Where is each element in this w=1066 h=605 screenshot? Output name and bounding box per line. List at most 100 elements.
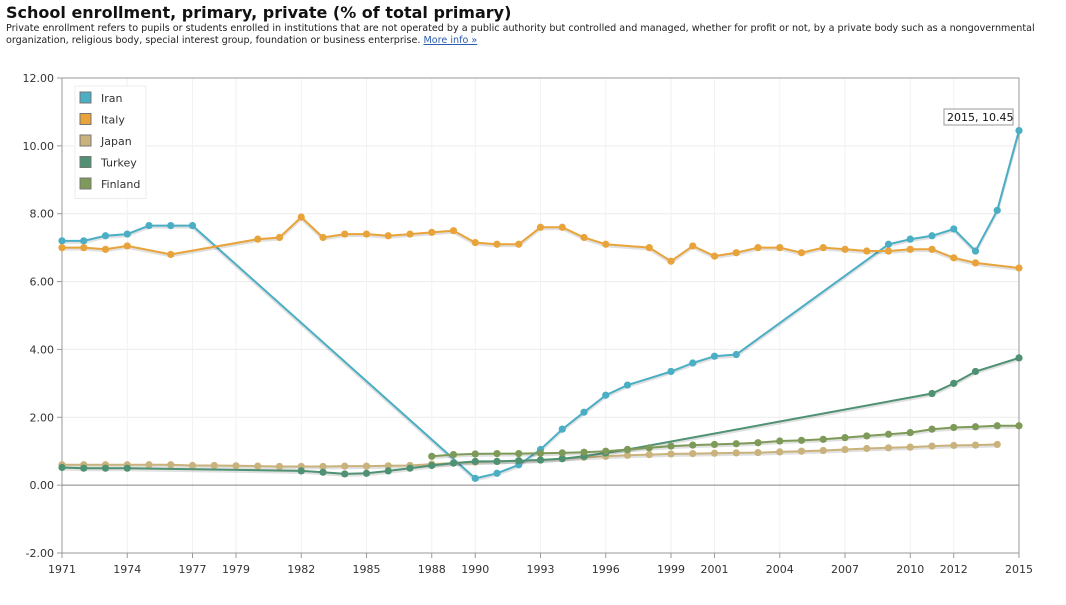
legend-item-italy[interactable]: Italy	[79, 113, 125, 127]
more-info-link[interactable]: More info »	[423, 35, 478, 46]
data-point[interactable]	[863, 432, 871, 440]
data-point[interactable]	[580, 448, 588, 456]
data-point[interactable]	[1015, 354, 1023, 362]
data-point[interactable]	[732, 440, 740, 448]
data-point[interactable]	[993, 440, 1001, 449]
data-point[interactable]	[602, 447, 610, 455]
data-point[interactable]	[101, 245, 110, 253]
data-point[interactable]	[950, 225, 958, 233]
data-point[interactable]	[906, 235, 914, 243]
data-point[interactable]	[167, 221, 175, 230]
data-point[interactable]	[1015, 422, 1023, 430]
data-point[interactable]	[906, 428, 914, 437]
data-point[interactable]	[558, 425, 566, 433]
data-point[interactable]	[884, 430, 893, 438]
data-point[interactable]	[493, 457, 501, 465]
data-point[interactable]	[776, 437, 784, 445]
data-point[interactable]	[623, 451, 632, 459]
data-point[interactable]	[710, 352, 719, 360]
data-point[interactable]	[145, 461, 153, 469]
data-point[interactable]	[428, 452, 436, 460]
data-point[interactable]	[384, 467, 392, 475]
data-point[interactable]	[471, 450, 479, 458]
data-point[interactable]	[602, 240, 610, 248]
data-point[interactable]	[928, 232, 936, 240]
data-point[interactable]	[710, 449, 719, 457]
data-point[interactable]	[906, 245, 914, 253]
data-point[interactable]	[58, 463, 66, 472]
data-point[interactable]	[319, 462, 327, 471]
data-point[interactable]	[732, 350, 740, 359]
data-point[interactable]	[145, 221, 153, 230]
data-point[interactable]	[841, 245, 849, 253]
data-point[interactable]	[819, 435, 827, 443]
data-point[interactable]	[515, 449, 523, 458]
data-point[interactable]	[471, 474, 479, 482]
data-point[interactable]	[819, 446, 827, 455]
data-point[interactable]	[493, 469, 501, 477]
data-point[interactable]	[710, 252, 719, 260]
data-point[interactable]	[297, 467, 305, 475]
data-point[interactable]	[80, 244, 88, 252]
data-point[interactable]	[797, 447, 806, 455]
data-point[interactable]	[1015, 126, 1023, 135]
data-point[interactable]	[754, 448, 762, 457]
data-point[interactable]	[58, 237, 66, 245]
data-point[interactable]	[319, 233, 327, 242]
data-point[interactable]	[515, 457, 523, 465]
data-point[interactable]	[710, 440, 719, 449]
data-point[interactable]	[493, 240, 501, 248]
data-point[interactable]	[167, 461, 175, 469]
data-point[interactable]	[362, 462, 371, 470]
data-point[interactable]	[384, 232, 392, 240]
data-point[interactable]	[580, 408, 588, 416]
data-point[interactable]	[623, 381, 632, 389]
data-point[interactable]	[558, 455, 566, 463]
data-point[interactable]	[928, 245, 936, 253]
data-point[interactable]	[167, 250, 175, 259]
data-point[interactable]	[971, 441, 980, 449]
data-point[interactable]	[689, 359, 697, 367]
data-point[interactable]	[580, 233, 588, 242]
data-point[interactable]	[993, 422, 1001, 430]
data-point[interactable]	[210, 461, 218, 470]
data-point[interactable]	[950, 254, 958, 262]
data-point[interactable]	[623, 445, 632, 454]
data-point[interactable]	[362, 469, 371, 477]
data-point[interactable]	[906, 443, 914, 451]
data-point[interactable]	[863, 247, 871, 255]
data-point[interactable]	[689, 242, 697, 250]
data-point[interactable]	[123, 230, 131, 238]
data-point[interactable]	[254, 235, 262, 243]
data-point[interactable]	[384, 462, 392, 470]
data-point[interactable]	[297, 213, 305, 221]
data-point[interactable]	[406, 464, 414, 472]
data-point[interactable]	[80, 237, 88, 245]
data-point[interactable]	[449, 451, 458, 459]
data-point[interactable]	[776, 448, 784, 456]
data-point[interactable]	[341, 230, 349, 238]
data-point[interactable]	[123, 464, 131, 472]
data-point[interactable]	[101, 232, 110, 240]
data-point[interactable]	[645, 244, 653, 252]
data-point[interactable]	[971, 247, 980, 255]
data-point[interactable]	[188, 221, 197, 230]
data-point[interactable]	[406, 230, 414, 238]
data-point[interactable]	[558, 223, 566, 231]
data-point[interactable]	[58, 244, 66, 252]
legend-item-japan[interactable]: Japan	[79, 134, 132, 148]
data-point[interactable]	[1015, 264, 1023, 272]
data-point[interactable]	[819, 244, 827, 252]
data-point[interactable]	[754, 439, 762, 447]
data-point[interactable]	[928, 425, 936, 433]
data-point[interactable]	[493, 449, 501, 458]
data-point[interactable]	[645, 444, 653, 452]
data-point[interactable]	[275, 462, 284, 471]
data-point[interactable]	[971, 423, 980, 431]
data-point[interactable]	[80, 464, 88, 472]
data-point[interactable]	[776, 244, 784, 252]
data-point[interactable]	[188, 461, 197, 470]
data-point[interactable]	[797, 436, 806, 444]
data-point[interactable]	[536, 449, 545, 457]
data-point[interactable]	[689, 449, 697, 458]
